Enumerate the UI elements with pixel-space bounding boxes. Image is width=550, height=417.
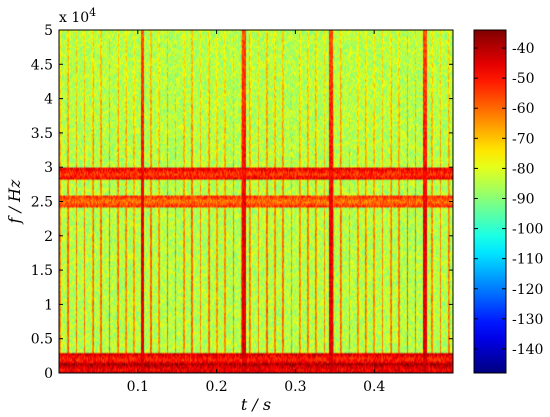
spectrogram-plot-area [59, 30, 453, 373]
colorbar-ticks: -40 -50 -60 -70 -80 -90 -100 -110 -120 -130 -140 [474, 41, 543, 358]
y-tick-label: 3.5 [31, 126, 53, 142]
colorbar-tick-label: -70 [512, 131, 535, 147]
colorbar-tick-label: -50 [512, 71, 535, 87]
y-tick-label: 2 [44, 229, 53, 245]
colorbar-tick-label: -100 [512, 222, 543, 238]
colorbar [474, 30, 506, 373]
x-tick-label: 0.4 [363, 379, 385, 395]
y-axis-multiplier: x 104 [59, 6, 96, 26]
y-tick-label: 0.5 [31, 332, 53, 348]
colorbar-tick-label: -140 [512, 342, 543, 358]
x-axis-ticks: 0.1 0.2 0.3 0.4 [127, 30, 385, 395]
colorbar-frame [473, 29, 507, 374]
y-tick-label: 4 [44, 92, 53, 108]
y-tick-label: 1.5 [31, 263, 53, 279]
y-axis-label: f / Hz [5, 179, 24, 224]
colorbar-gradient [474, 30, 506, 373]
colorbar-tick-label: -90 [512, 191, 535, 207]
y-axis-ticks: 0 0.5 1 1.5 2 2.5 3 3.5 4 4.5 5 [31, 23, 453, 382]
x-tick-label: 0.3 [284, 379, 306, 395]
x-axis-label: t / s [241, 395, 271, 414]
colorbar-tick-label: -40 [512, 41, 535, 57]
y-tick-label: 1 [44, 297, 53, 313]
y-tick-label: 3 [44, 160, 53, 176]
colorbar-tick-label: -60 [512, 101, 535, 117]
colorbar-tick-label: -130 [512, 312, 543, 328]
spectrogram-image [59, 30, 453, 373]
y-tick-label: 5 [44, 23, 53, 39]
x-tick-label: 0.1 [127, 379, 149, 395]
colorbar-tick-label: -80 [512, 161, 535, 177]
y-tick-label: 4.5 [31, 57, 53, 73]
x-tick-label: 0.2 [205, 379, 227, 395]
colorbar-tick-label: -110 [512, 252, 543, 268]
y-tick-label: 0 [44, 366, 53, 382]
colorbar-tick-label: -120 [512, 282, 543, 298]
y-tick-label: 2.5 [31, 195, 53, 211]
